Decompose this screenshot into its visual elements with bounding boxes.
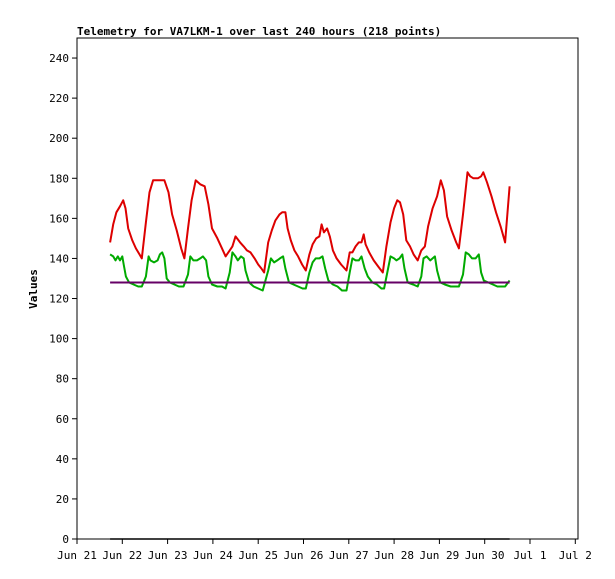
plot-frame bbox=[76, 37, 579, 540]
x-tick-label: Jun 22 bbox=[102, 549, 142, 562]
y-tick-label: 20 bbox=[56, 493, 69, 506]
x-tick-label: Jun 26 bbox=[284, 549, 324, 562]
x-tick-label: Jul 1 bbox=[513, 549, 546, 562]
x-tick-label: Jun 28 bbox=[374, 549, 414, 562]
y-tick-label: 200 bbox=[49, 132, 69, 145]
y-axis-label: Values bbox=[27, 269, 40, 309]
y-tick-label: 180 bbox=[49, 172, 69, 185]
y-tick-label: 80 bbox=[56, 373, 69, 386]
y-tick-label: 220 bbox=[49, 92, 69, 105]
x-tick-label: Jun 29 bbox=[420, 549, 460, 562]
x-tick-label: Jun 25 bbox=[238, 549, 278, 562]
y-tick-label: 60 bbox=[56, 413, 69, 426]
x-tick-label: Jul 2 bbox=[559, 549, 592, 562]
y-tick-label: 40 bbox=[56, 453, 69, 466]
series-line-2 bbox=[109, 251, 511, 292]
x-tick-label: Jun 27 bbox=[329, 549, 369, 562]
x-tick-label: Jun 24 bbox=[193, 549, 233, 562]
y-tick-label: 140 bbox=[49, 252, 69, 265]
series-line-1 bbox=[109, 171, 511, 274]
y-tick-label: 100 bbox=[49, 333, 69, 346]
y-tick-label: 120 bbox=[49, 293, 69, 306]
y-tick-label: 0 bbox=[62, 533, 69, 546]
x-tick-label: Jun 30 bbox=[465, 549, 505, 562]
y-tick-label: 160 bbox=[49, 212, 69, 225]
series-group bbox=[109, 171, 511, 540]
x-tick-label: Jun 23 bbox=[148, 549, 188, 562]
y-axis: 0 20 40 60 80 100 120 140 160 180 200 220 240 bbox=[49, 52, 77, 546]
x-axis: Jun 21 Jun 22 Jun 23 Jun 24 Jun 25 Jun 26 Jun … bbox=[57, 539, 592, 562]
x-tick-label: Jun 21 bbox=[57, 549, 97, 562]
y-tick-label: 240 bbox=[49, 52, 69, 65]
chart-title: Telemetry for VA7LKM-1 over last 240 hou… bbox=[77, 25, 441, 38]
